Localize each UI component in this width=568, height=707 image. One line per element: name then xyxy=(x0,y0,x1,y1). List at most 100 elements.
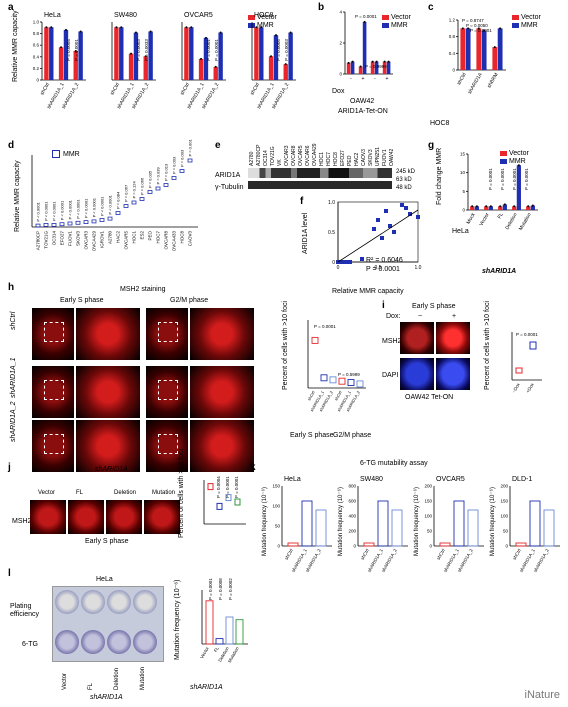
data-point xyxy=(219,31,222,34)
panel-d-xlabel: IGROV1 xyxy=(100,231,105,249)
panel-h-micro-0-3 xyxy=(190,308,254,360)
data-point xyxy=(493,46,496,49)
panel-b-label: b xyxy=(318,2,325,13)
scatter-point xyxy=(340,260,344,264)
scatter-point xyxy=(348,260,352,264)
marker-FUOV1 xyxy=(67,221,73,226)
bar-vector xyxy=(358,66,363,74)
panel-h-col-1: G2/M phase xyxy=(170,297,209,304)
bar-mmr xyxy=(203,37,209,80)
marker-OVCAR5 xyxy=(123,204,129,208)
panel-d-xlabel: OVCAR8 xyxy=(164,231,169,250)
scatter-point xyxy=(344,260,348,264)
panel-k-ylabel-2: Mutation frequency (10⁻⁶) xyxy=(414,486,420,556)
panel-l-pval: P = 0.0002 xyxy=(228,578,233,600)
panel-d-xlabel: OVCAR3 xyxy=(84,231,89,250)
panel-f-p: P = 0.0001 xyxy=(366,266,400,273)
panel-a-title-2: OVCAR5 xyxy=(184,12,213,19)
y-tick-label: 2 xyxy=(339,41,342,46)
panel-e-cell-5: OVCAR3 xyxy=(284,145,290,166)
y-tick-label: 0 xyxy=(339,72,342,77)
box-shCtrl xyxy=(311,336,319,344)
bar-shARID1A_2 xyxy=(543,509,555,547)
panel-i-cell: OAW42 Tet-ON xyxy=(405,394,454,401)
bar-mmr xyxy=(465,28,471,70)
bar-shARID1A_1 xyxy=(377,500,389,547)
panel-b-caption: ARID1A-Tet-ON xyxy=(338,108,388,115)
box-Vector xyxy=(207,483,214,491)
panel-l-col-2: Deletion xyxy=(114,667,120,690)
dish-plating-3 xyxy=(133,590,157,614)
panel-e-cell-3: TOV21G xyxy=(270,146,276,166)
panel-g-cell: HeLa xyxy=(452,228,469,235)
data-point xyxy=(134,31,137,34)
data-point xyxy=(190,26,193,29)
bar-mmr xyxy=(362,21,367,75)
bar-mmr xyxy=(481,30,487,70)
y-tick-label: 1.0 xyxy=(328,200,335,206)
bar-vector xyxy=(44,27,49,80)
data-point xyxy=(503,203,506,206)
panel-e-size-1: 63 kD xyxy=(396,177,412,183)
bar-vector xyxy=(128,53,134,80)
bar-mmr xyxy=(474,206,479,210)
x-tick-label: shARID1A xyxy=(467,71,484,95)
bar-vector xyxy=(254,27,259,80)
x-tick-label: 0 xyxy=(337,265,340,271)
bar-mmr xyxy=(488,206,493,210)
y-tick-label: 1.0 xyxy=(33,20,40,25)
box-FL xyxy=(216,502,223,510)
regression-line xyxy=(337,209,419,263)
panel-i-title: Early S phase xyxy=(412,303,456,310)
x-tick-label: shCtrl xyxy=(306,390,316,402)
data-point xyxy=(371,60,374,63)
y-tick-label: 150 xyxy=(500,499,508,504)
panel-d-pval: P < 0.0001 xyxy=(52,201,57,221)
panel-c-cell: HOC8 xyxy=(430,120,450,127)
y-tick-label: 150 xyxy=(272,484,280,489)
panel-j-micro-1 xyxy=(68,500,104,534)
panel-j-ylabel: Percent of cells with >10 foci xyxy=(178,449,185,538)
panel-b-pval: P = 0.9999 xyxy=(365,64,387,69)
panel-d-pval: P < 0.0001 xyxy=(108,194,113,214)
data-point xyxy=(489,205,492,208)
bar-vector xyxy=(198,58,204,80)
bar-mmr xyxy=(259,27,264,80)
panel-l-col-0: Vector xyxy=(62,672,68,690)
panel-d-xlabel: OVCA433 xyxy=(172,231,177,252)
panel-g-chart: 0 5 10 15 Mock Vector FL Deletion Mutation P = 0.… xyxy=(460,152,538,232)
panel-d-xlabel: HOC1 xyxy=(132,231,137,244)
panel-h-micro-1-3 xyxy=(190,366,254,418)
panel-h-micro-2-3 xyxy=(190,420,254,472)
box-shARID1A_1 xyxy=(347,379,355,387)
box-shCtrl xyxy=(338,377,346,385)
bar-shARID1A_1 xyxy=(453,500,465,547)
data-point xyxy=(274,34,277,37)
bar-mmr xyxy=(119,27,124,80)
panel-e-cell-4: VK xyxy=(277,159,283,166)
y-tick-label: 10 xyxy=(460,170,466,175)
bar-mmr xyxy=(218,32,223,80)
panel-b-chart: 0 2 4 - + - + P = 0.0001 P = 0.9999 xyxy=(339,10,393,82)
data-point xyxy=(513,205,516,208)
bar-mmr xyxy=(288,32,293,80)
panel-a-pval: P = 0.0003 xyxy=(136,39,141,61)
panel-e-cell-9: OVCA429 xyxy=(312,143,318,166)
panel-g-pval: P = 0.0001 xyxy=(524,168,529,190)
data-point xyxy=(200,57,203,60)
panel-k-title-3: DLD-1 xyxy=(512,476,533,483)
bar-vector xyxy=(492,47,498,70)
panel-b-legend: Vector MMR xyxy=(382,14,411,30)
panel-a-pval: P = 0.0003 xyxy=(284,39,289,61)
panel-g-legend: Vector MMR xyxy=(500,150,529,166)
bar-Mutation xyxy=(235,619,244,645)
y-tick-label: 50 xyxy=(427,529,433,534)
data-point xyxy=(214,65,217,68)
marker-ES2 xyxy=(139,197,145,201)
panel-l-ylabel: Mutation frequency (10⁻⁶) xyxy=(174,579,181,660)
marker-CAOV3 xyxy=(187,158,193,163)
panel-e-label: e xyxy=(215,140,221,151)
panel-e-cell-8: OVCAR6 xyxy=(305,145,311,166)
panel-f-chart: 0 0.5 1.0 0 0.5 1.0 xyxy=(328,200,422,271)
